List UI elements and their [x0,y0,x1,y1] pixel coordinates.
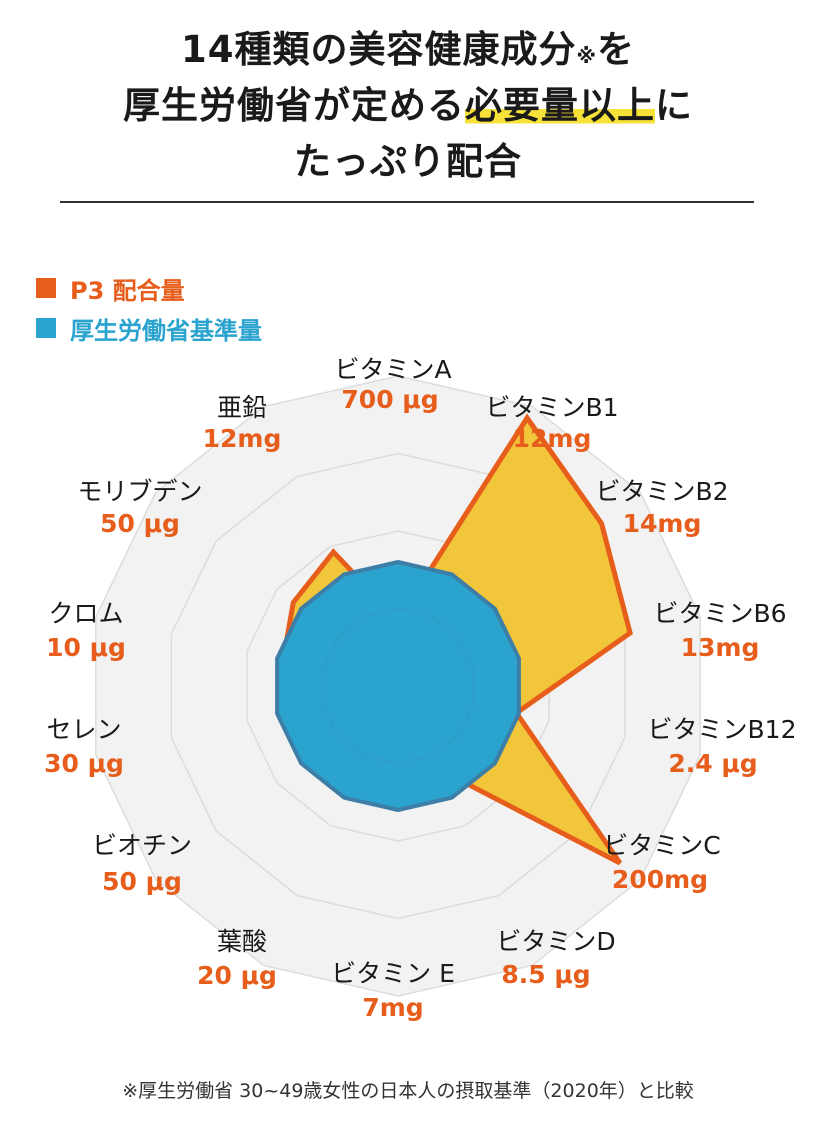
headline: 14種類の美容健康成分※を 厚生労働省が定める必要量以上に たっぷり配合 [0,22,816,190]
axis-amount-3: 14mg [623,509,702,538]
axis-label-5: ビタミンB12 [648,715,797,744]
headline-line-2: 厚生労働省が定める必要量以上に [123,84,693,127]
axis-amount-8: 7mg [362,993,423,1022]
axis-amount-11: 30 μg [44,749,124,778]
axis-label-2: ビタミンB1 [485,393,618,422]
footnote-mark: ※ [576,44,597,68]
axis-label-7: ビタミンD [496,927,615,956]
legend-swatch-p3 [36,278,56,298]
chart-legend: P3 配合量 厚生労働省基準量 [36,268,262,348]
legend-item-standard: 厚生労働省基準量 [36,308,262,348]
legend-label-p3: P3 配合量 [70,276,185,305]
axis-label-3: ビタミンB2 [595,477,728,506]
axis-amount-12: 10 μg [46,633,126,662]
inner-grid-ring-1 [321,607,475,765]
axis-amount-2: 12mg [513,424,592,453]
axis-label-4: ビタミンB6 [653,599,786,628]
axis-label-1: ビタミンA [334,355,451,384]
headline-line-3: たっぷり配合 [294,140,522,183]
series-standard-area [275,560,521,812]
axis-amount-1: 700 μg [341,385,438,414]
axis-label-13: モリブデン [77,477,202,506]
axis-label-12: クロム [48,599,123,628]
axis-amount-10: 50 μg [102,867,182,896]
headline-line-1: 14種類の美容健康成分※を [181,28,635,71]
axis-label-14: 亜鉛 [217,393,267,422]
axis-amount-7: 8.5 μg [501,960,590,989]
legend-swatch-standard [36,318,56,338]
legend-item-p3: P3 配合量 [36,268,262,308]
axis-label-10: ビオチン [92,831,192,860]
axis-label-8: ビタミン E [331,959,455,988]
axis-amount-9: 20 μg [197,961,277,990]
axis-label-11: セレン [46,715,121,744]
legend-label-standard: 厚生労働省基準量 [70,316,262,345]
footnote: ※厚生労働省 30~49歳女性の日本人の摂取基準（2020年）と比較 [122,1080,694,1102]
axis-label-6: ビタミンC [603,831,720,860]
highlight-text: 必要量以上 [465,84,655,127]
axis-amount-14: 12mg [203,424,282,453]
axis-label-9: 葉酸 [217,927,267,956]
axis-amount-6: 200mg [612,865,708,894]
divider [60,201,754,203]
axis-amount-13: 50 μg [100,509,180,538]
axis-amount-5: 2.4 μg [668,749,757,778]
axis-amount-4: 13mg [681,633,760,662]
